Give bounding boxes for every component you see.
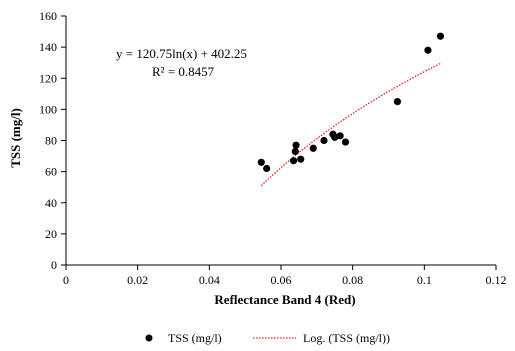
y-axis-title: TSS (mg/l)	[8, 108, 23, 168]
y-tick-label: 140	[39, 40, 57, 54]
y-tick-label: 0	[51, 258, 57, 272]
x-tick-label: 0.04	[199, 273, 220, 287]
x-tick-label: 0.08	[342, 273, 363, 287]
data-point	[309, 144, 317, 152]
data-point	[292, 141, 300, 149]
data-point	[291, 147, 299, 155]
trendline	[260, 62, 441, 187]
x-tick-label: 0.06	[271, 273, 292, 287]
y-tick-label: 60	[45, 165, 57, 179]
r-squared-label: R² = 0.8457	[152, 64, 215, 79]
data-point	[263, 164, 271, 173]
data-point	[320, 136, 328, 145]
x-tick-label: 0.12	[486, 273, 507, 287]
data-point	[289, 157, 298, 165]
legend: TSS (mg/l) Log. (TSS (mg/l))	[145, 331, 390, 345]
data-point	[424, 46, 432, 54]
legend-label-trendline: Log. (TSS (mg/l))	[303, 331, 390, 345]
y-tick-label: 40	[45, 196, 57, 210]
data-point	[393, 97, 402, 106]
y-tick-label: 80	[45, 134, 57, 148]
data-point	[336, 132, 344, 140]
data-point	[257, 158, 265, 166]
legend-marker-scatter	[145, 334, 153, 342]
x-axis-title: Reflectance Band 4 (Red)	[214, 292, 355, 307]
legend-label-scatter: TSS (mg/l)	[168, 331, 222, 345]
x-tick-label: 0	[63, 273, 69, 287]
x-tick-label: 0.1	[417, 273, 432, 287]
scatter-points	[257, 32, 445, 173]
data-point	[341, 138, 350, 146]
trendline-group	[260, 62, 441, 187]
x-tick-label: 0.02	[127, 273, 148, 287]
y-tick-label: 120	[39, 71, 57, 85]
y-tick-label: 20	[45, 227, 57, 241]
y-axis-ticks: 0 20 40 60 80 100 120 140 160	[39, 9, 66, 272]
data-point	[436, 32, 445, 40]
y-tick-label: 100	[39, 102, 57, 116]
trendline-equation: y = 120.75ln(x) + 402.25	[116, 46, 247, 61]
y-tick-label: 160	[39, 9, 57, 23]
x-axis-ticks: 0 0.02 0.04 0.06 0.08 0.1 0.12	[63, 265, 507, 287]
data-point	[297, 155, 305, 163]
